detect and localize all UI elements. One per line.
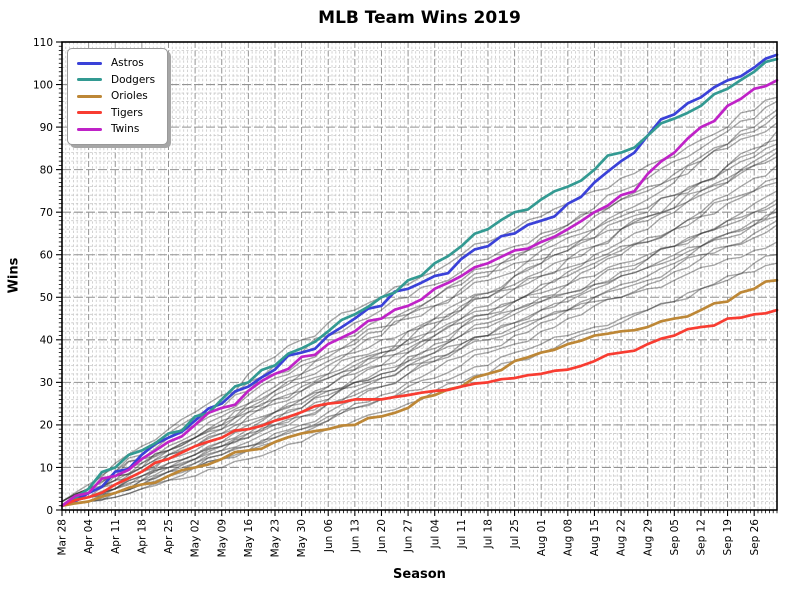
team-line-gray <box>61 254 778 507</box>
team-line-gray <box>61 164 778 507</box>
x-axis-label: Season <box>393 567 446 582</box>
team-line-gray <box>61 177 778 507</box>
team-line-gray <box>61 113 778 507</box>
x-tick-label: Aug 01 <box>536 519 548 556</box>
team-line-gray <box>61 220 778 507</box>
legend-item-dodgers: Dodgers <box>77 72 155 89</box>
team-line-gray <box>61 181 778 503</box>
x-tick-label: May 02 <box>190 519 202 557</box>
x-tick-label: Jun 20 <box>376 519 388 553</box>
team-line-gray <box>61 202 778 507</box>
y-tick-label: 60 <box>40 250 53 262</box>
x-tick-label: Aug 22 <box>616 519 628 556</box>
y-tick-label: 100 <box>33 79 53 91</box>
x-tick-label: Apr 25 <box>163 519 175 554</box>
y-tick-label: 50 <box>40 292 53 304</box>
x-tick-label: May 23 <box>270 519 282 557</box>
y-tick-label: 30 <box>40 377 53 389</box>
legend-item-orioles: Orioles <box>77 88 155 105</box>
x-tick-label: May 30 <box>296 519 308 557</box>
x-tick-label: May 16 <box>243 519 255 558</box>
y-tick-label: 0 <box>46 505 53 517</box>
axis-ticks <box>56 41 778 516</box>
x-tick-label: Aug 29 <box>642 519 654 556</box>
x-tick-label: Aug 15 <box>589 519 601 556</box>
x-tick-label: Jul 25 <box>509 519 521 549</box>
x-tick-label: Jul 18 <box>483 519 495 549</box>
x-tick-label: Sep 05 <box>669 519 681 556</box>
team-line-gray <box>61 207 778 507</box>
x-tick-label: Sep 19 <box>722 519 734 556</box>
x-tick-label: Aug 08 <box>562 519 574 556</box>
team-line-orioles <box>60 278 779 508</box>
legend-item-twins: Twins <box>77 121 155 138</box>
legend: Astros Dodgers Orioles Tigers Twins <box>67 48 169 145</box>
x-tick-label: Jul 04 <box>429 519 441 550</box>
y-tick-label: 80 <box>40 164 53 176</box>
team-line-dodgers <box>60 57 779 508</box>
x-tick-label: Jul 11 <box>456 519 468 549</box>
x-tick-label: Jun 27 <box>403 519 415 553</box>
team-line-gray <box>61 224 778 507</box>
legend-item-tigers: Tigers <box>77 105 155 122</box>
x-tick-label: Sep 12 <box>696 519 708 556</box>
x-tick-label: Mar 28 <box>57 519 69 556</box>
legend-label: Astros <box>111 57 144 70</box>
y-tick-label: 20 <box>40 420 53 432</box>
highlighted-team-lines <box>60 53 779 508</box>
x-tick-labels: Mar 28 Apr 04 Apr 11 Apr 18 Apr 25 May 02 May … <box>57 519 761 558</box>
y-tick-label: 40 <box>40 335 53 347</box>
team-line-gray <box>61 100 778 507</box>
x-tick-label: Jun 06 <box>323 519 335 553</box>
legend-label: Orioles <box>111 90 148 103</box>
chart-title: MLB Team Wins 2019 <box>318 8 521 28</box>
x-tick-label: Apr 04 <box>83 519 95 554</box>
team-line-gray <box>61 147 778 507</box>
x-tick-label: Sep 26 <box>749 519 761 556</box>
team-line-gray <box>61 151 778 507</box>
team-line-gray <box>61 198 778 507</box>
legend-swatch-dodgers <box>77 78 102 82</box>
x-tick-label: Apr 18 <box>136 519 148 554</box>
legend-label: Dodgers <box>111 73 156 86</box>
legend-item-astros: Astros <box>77 55 155 72</box>
y-tick-labels: 0 10 20 30 40 50 60 70 80 90 100 110 <box>33 37 53 517</box>
y-tick-label: 110 <box>33 37 53 49</box>
x-tick-label: May 09 <box>216 519 228 557</box>
legend-label: Twins <box>111 123 140 136</box>
team-line-gray <box>61 130 778 507</box>
team-line-gray <box>61 109 778 507</box>
x-tick-label: Apr 11 <box>110 519 122 554</box>
team-line-gray <box>61 139 778 507</box>
legend-swatch-astros <box>77 61 102 65</box>
legend-label: Tigers <box>111 106 143 119</box>
y-tick-label: 70 <box>40 207 53 219</box>
x-tick-label: Jun 13 <box>349 519 361 553</box>
legend-swatch-tigers <box>77 111 102 115</box>
y-tick-label: 10 <box>40 462 53 474</box>
legend-swatch-twins <box>77 127 102 131</box>
team-line-tigers <box>60 308 779 508</box>
team-line-gray <box>61 215 778 507</box>
y-tick-label: 90 <box>40 122 53 134</box>
team-line-gray <box>61 211 778 507</box>
team-line-twins <box>60 78 779 508</box>
team-line-gray <box>61 122 778 503</box>
legend-swatch-orioles <box>77 94 102 98</box>
